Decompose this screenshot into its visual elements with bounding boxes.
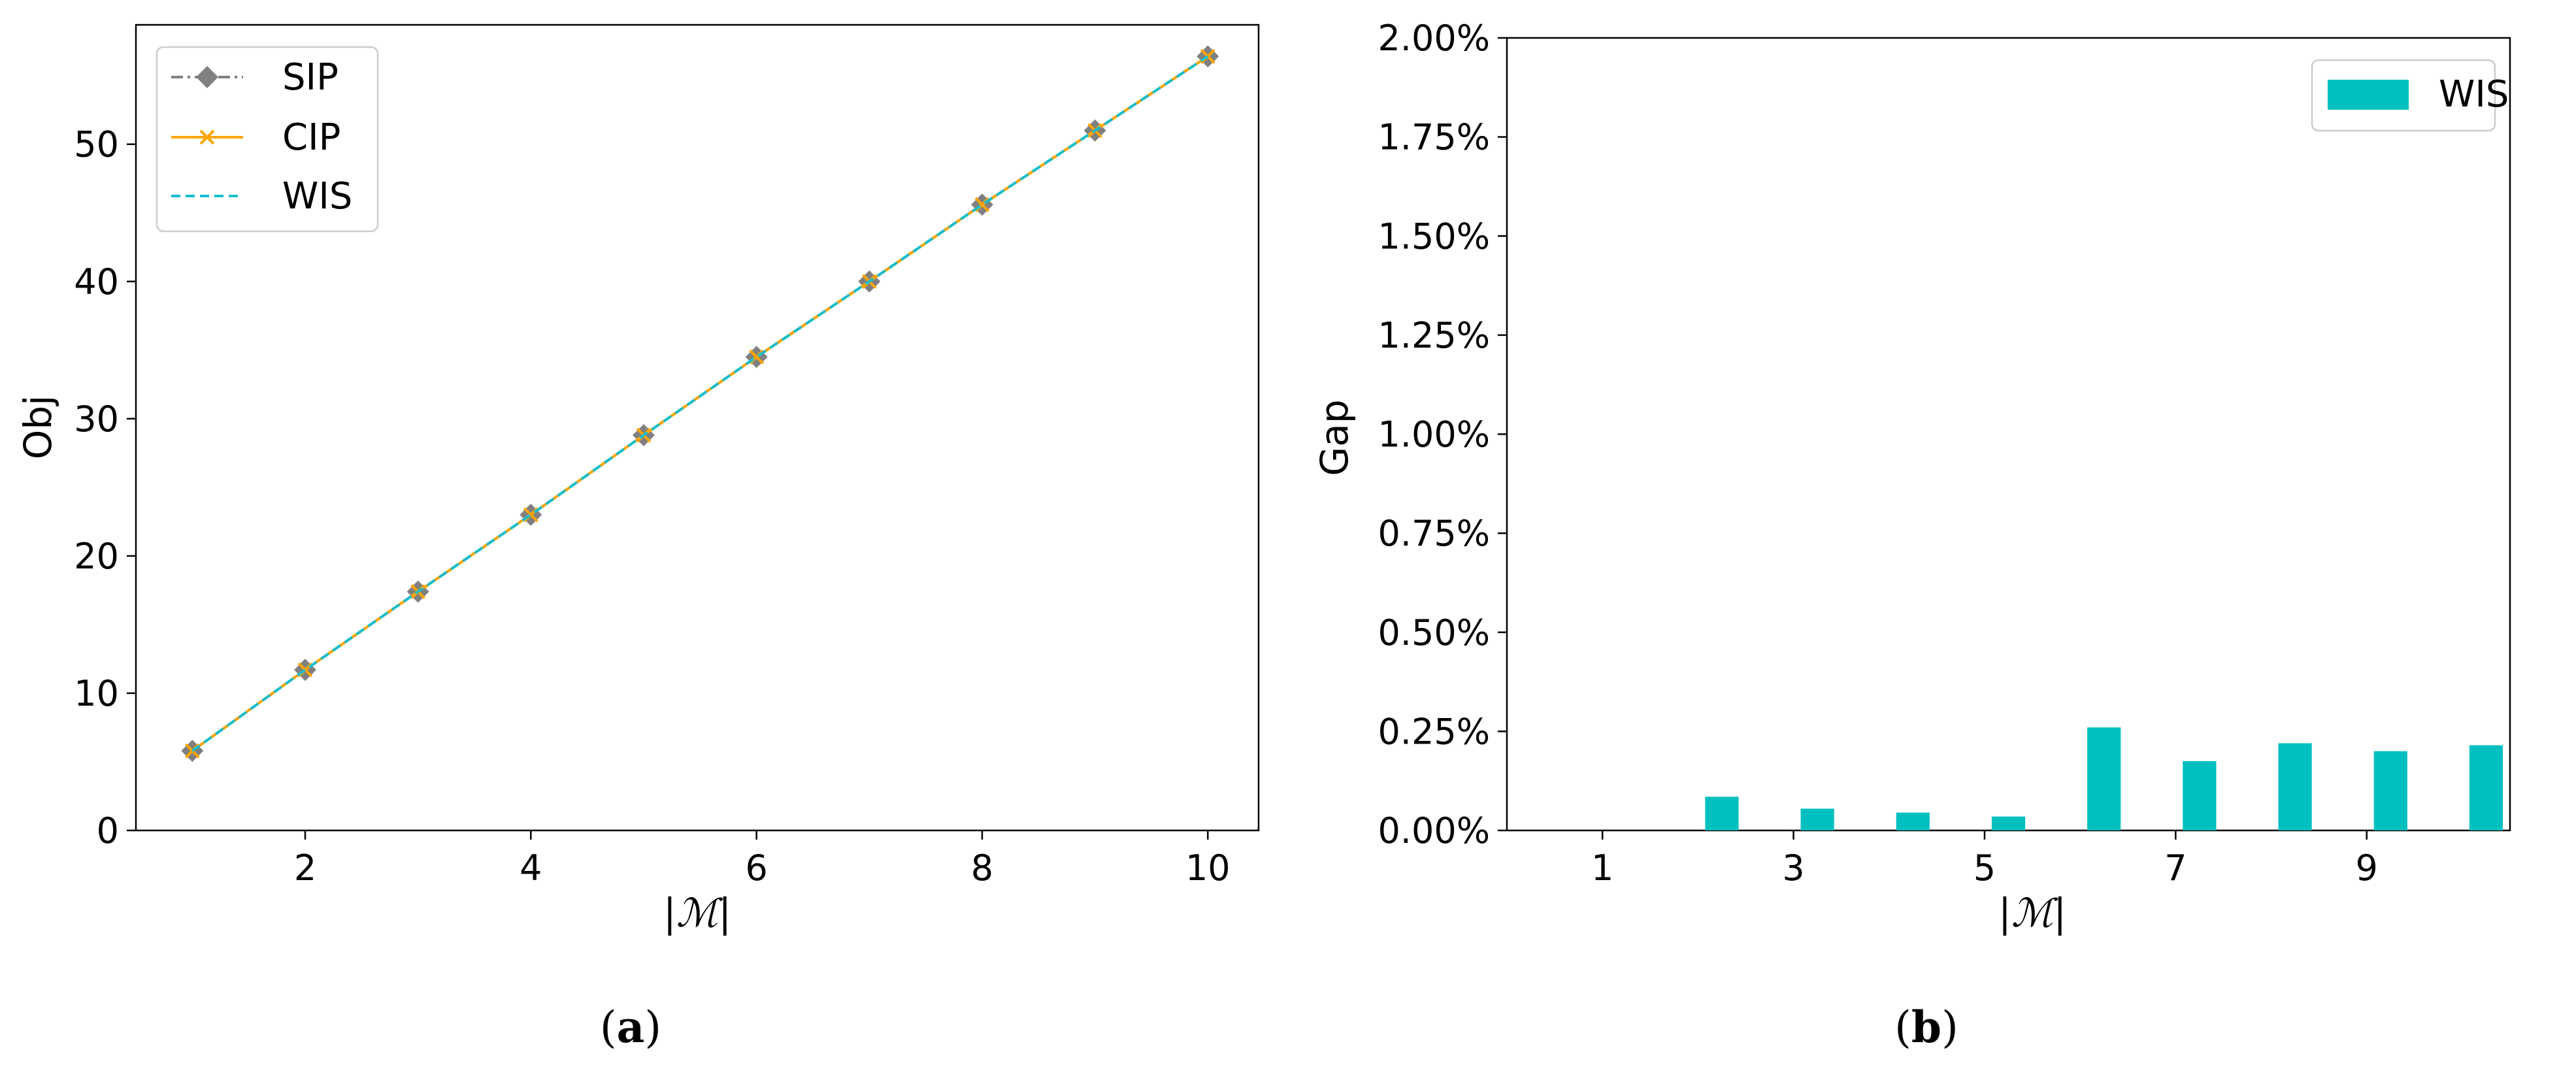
y-tick-label: 40 (74, 261, 119, 303)
y-tick-label: 50 (74, 124, 119, 165)
legend-label-cip: CIP (282, 116, 340, 159)
x-tick-label: 1 (1591, 847, 1613, 889)
y-tick-label: 1.25% (1378, 315, 1490, 356)
panel-caption-b: (b) (1894, 1002, 1958, 1053)
x-axis-ticks: 1 3 5 7 9 (1591, 830, 2378, 889)
x-tick-label: 6 (745, 847, 767, 889)
y-axis-label: Obj (16, 395, 60, 460)
legend-label-wis: WIS (282, 175, 352, 218)
x-axis-label: |ℳ| (663, 891, 732, 936)
x-tick-label: 9 (2356, 847, 2378, 889)
bar-wis (1705, 796, 1739, 830)
x-axis-label: |ℳ| (1998, 891, 2067, 936)
y-tick-label: 30 (74, 399, 119, 440)
bar-wis (1991, 816, 2026, 830)
y-axis-ticks: 0 10 20 30 40 50 (74, 124, 136, 851)
y-tick-label: 20 (74, 536, 119, 577)
line-chart-panel-a: 0 10 20 30 40 50 2 4 6 8 10 Obj |ℳ| SIP CIP WIS (… (16, 24, 1260, 1053)
y-axis-label: Gap (1312, 399, 1357, 476)
y-tick-label: 1.50% (1378, 216, 1490, 257)
legend-entry-wis: WIS (171, 175, 352, 218)
bar-wis (2087, 727, 2121, 830)
bars (1705, 727, 2503, 830)
plot-area-frame (135, 24, 1260, 832)
bar-wis (2183, 761, 2217, 830)
x-tick-label: 7 (2164, 847, 2187, 889)
plot-area-frame (1506, 37, 2511, 832)
bar-chart-panel-b: 0.00% 0.25% 0.50% 0.75% 1.00% 1.25% 1.50% 1.75%… (1312, 18, 2511, 1053)
x-tick-label: 2 (294, 847, 316, 889)
y-tick-label: 1.75% (1378, 117, 1490, 158)
bar-wis (2469, 745, 2503, 830)
y-tick-label: 0.00% (1378, 810, 1490, 851)
panel-caption-a: (a) (600, 1002, 661, 1053)
y-tick-label: 0 (97, 810, 119, 851)
y-tick-label: 0.50% (1378, 612, 1490, 653)
legend-label-sip: SIP (282, 56, 339, 99)
y-axis-ticks: 0.00% 0.25% 0.50% 0.75% 1.00% 1.25% 1.50% 1.75%… (1378, 18, 1507, 851)
bar-wis (1896, 812, 1930, 830)
y-tick-label: 10 (74, 673, 119, 714)
bar-wis (2278, 743, 2312, 830)
legend-entry-sip: SIP (171, 56, 339, 99)
y-tick-label: 2.00% (1378, 18, 1490, 59)
series-line-wis (191, 55, 1209, 752)
legend-label-wis: WIS (2439, 73, 2509, 116)
x-tick-label: 3 (1782, 847, 1804, 889)
x-tick-label: 10 (1185, 847, 1230, 889)
x-tick-label: 5 (1973, 847, 1996, 889)
legend-entry-cip: CIP (171, 116, 340, 159)
y-tick-label: 0.75% (1378, 513, 1490, 554)
x-tick-label: 4 (520, 847, 542, 889)
y-tick-label: 0.25% (1378, 711, 1490, 752)
bar-wis (2373, 751, 2407, 830)
series-lines (181, 45, 1219, 762)
legend-frame (156, 46, 379, 233)
legend: WIS (2311, 59, 2509, 132)
legend: SIP CIP WIS (156, 46, 379, 233)
legend-swatch-wis (2328, 80, 2409, 110)
bar-wis (1800, 808, 1834, 830)
x-tick-label: 8 (971, 847, 993, 889)
x-axis-ticks: 2 4 6 8 10 (294, 830, 1230, 889)
y-tick-label: 1.00% (1378, 414, 1490, 455)
legend-marker-cip (199, 129, 215, 145)
